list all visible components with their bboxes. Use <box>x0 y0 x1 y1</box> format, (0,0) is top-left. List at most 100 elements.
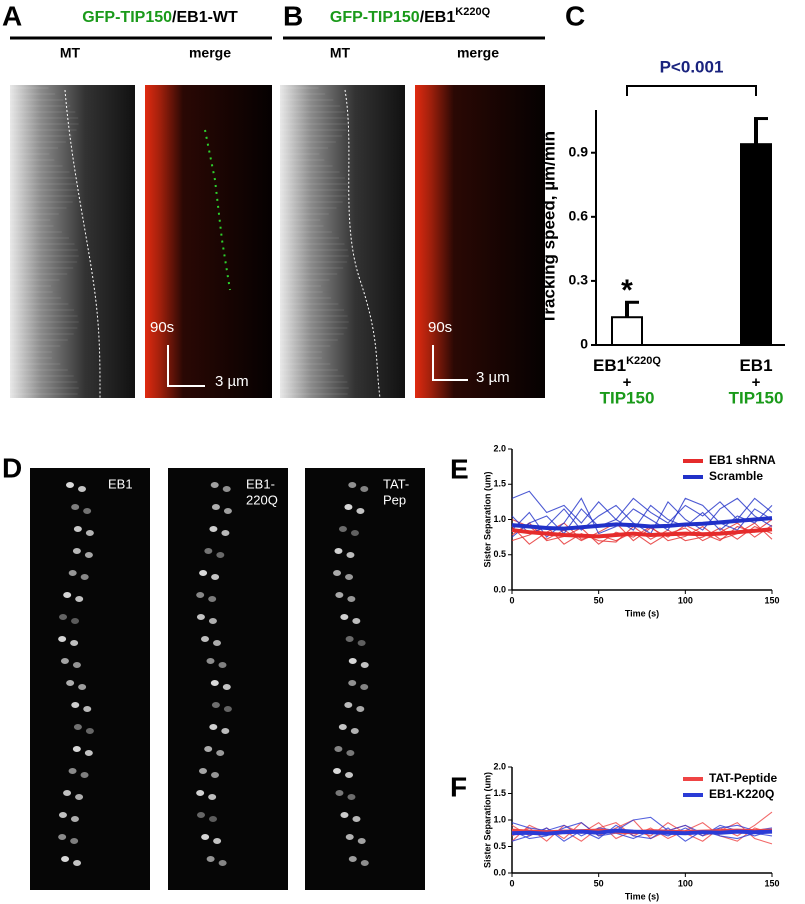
x-tick-label: 150 <box>764 878 779 888</box>
spot <box>211 574 220 580</box>
mean-line <box>511 527 773 539</box>
spot <box>345 834 354 840</box>
spot <box>348 680 357 686</box>
spot <box>61 856 70 862</box>
spot <box>198 768 207 774</box>
spot <box>345 636 354 642</box>
spot <box>201 636 210 642</box>
spot <box>72 548 81 554</box>
category-label: EB1 <box>739 356 772 375</box>
y-tick-label: 0.5 <box>493 549 506 559</box>
strip-label: EB1 <box>108 476 133 491</box>
y-axis-label: Sister Separation (um) <box>482 471 492 567</box>
spot <box>211 504 220 510</box>
spot <box>338 526 347 532</box>
spot <box>360 662 369 668</box>
spot <box>344 702 353 708</box>
mean-line <box>511 516 773 531</box>
scale-bar <box>167 345 205 387</box>
scale-label: 90s <box>150 319 174 336</box>
spot <box>58 636 67 642</box>
x-tick-label: 100 <box>678 878 693 888</box>
category-name: EB1 <box>593 356 626 375</box>
column-label: merge <box>457 45 499 61</box>
spot <box>196 790 205 796</box>
spot <box>222 486 231 492</box>
spot <box>357 838 366 844</box>
y-tick-label: 0.5 <box>493 841 506 851</box>
y-tick-label: 0.9 <box>569 143 589 159</box>
spot <box>340 614 349 620</box>
mt-trace <box>344 89 381 399</box>
column-label: MT <box>60 45 81 61</box>
y-tick-label: 0.0 <box>493 584 506 594</box>
y-tick-label: 2.0 <box>493 443 506 453</box>
spot <box>209 724 218 730</box>
spot <box>346 750 355 756</box>
x-tick-label: 0 <box>509 595 514 605</box>
panel-letter: D <box>2 452 22 483</box>
spot <box>209 526 218 532</box>
trace-line <box>511 816 773 837</box>
spot <box>204 746 213 752</box>
spot <box>68 570 77 576</box>
spot <box>210 680 219 686</box>
spot <box>208 596 217 602</box>
heading-part: /EB1-WT <box>172 9 238 26</box>
scale-label: 3 µm <box>215 373 249 390</box>
trace-line <box>511 522 773 545</box>
spot <box>352 816 361 822</box>
spot <box>196 812 205 818</box>
category-superscript: K220Q <box>626 355 661 367</box>
spot <box>78 486 86 492</box>
kymograph-mt <box>10 85 135 398</box>
spot <box>71 504 80 510</box>
spot <box>350 728 359 734</box>
scale-bar <box>432 345 468 381</box>
spot <box>218 860 227 866</box>
scale-label: 3 µm <box>476 369 510 386</box>
spot <box>59 614 68 620</box>
y-tick-label: 2.0 <box>493 761 506 771</box>
trace-line <box>511 490 773 524</box>
spot <box>333 570 342 576</box>
spot <box>348 482 357 488</box>
spot <box>335 790 344 796</box>
y-axis-label: Tracking speed, µm/min <box>539 131 558 324</box>
spot <box>68 768 77 774</box>
category-name: EB1 <box>739 356 772 375</box>
spot <box>333 768 342 774</box>
y-tick-label: 0.6 <box>569 208 589 224</box>
spot <box>334 548 343 554</box>
spot <box>344 504 353 510</box>
strip-label: TAT- <box>383 476 409 491</box>
x-tick-label: 0 <box>509 878 514 888</box>
y-tick-label: 1.5 <box>493 788 506 798</box>
spot <box>80 772 89 778</box>
image-strip <box>30 468 150 890</box>
spot <box>80 574 89 580</box>
spot <box>345 772 354 778</box>
spot <box>196 592 205 598</box>
spot <box>83 508 92 514</box>
heading-part: /EB1 <box>420 9 456 26</box>
panel-letter: C <box>565 0 585 31</box>
panel-letter: F <box>450 771 467 802</box>
spot <box>201 834 210 840</box>
spot <box>340 812 349 818</box>
spot <box>83 706 92 712</box>
heading-part: GFP-TIP150 <box>82 9 172 26</box>
spot <box>216 552 225 558</box>
y-tick-label: 0.0 <box>493 867 506 877</box>
legend-label: Scramble <box>709 469 763 483</box>
x-tick-label: 150 <box>764 595 779 605</box>
category-partner: TIP150 <box>729 388 784 407</box>
y-tick-label: 0.3 <box>569 272 589 288</box>
spot <box>223 706 232 712</box>
strip-label: 220Q <box>246 492 278 507</box>
spot <box>208 794 217 800</box>
column-label: merge <box>189 45 231 61</box>
spot <box>70 640 79 646</box>
spot <box>63 790 72 796</box>
